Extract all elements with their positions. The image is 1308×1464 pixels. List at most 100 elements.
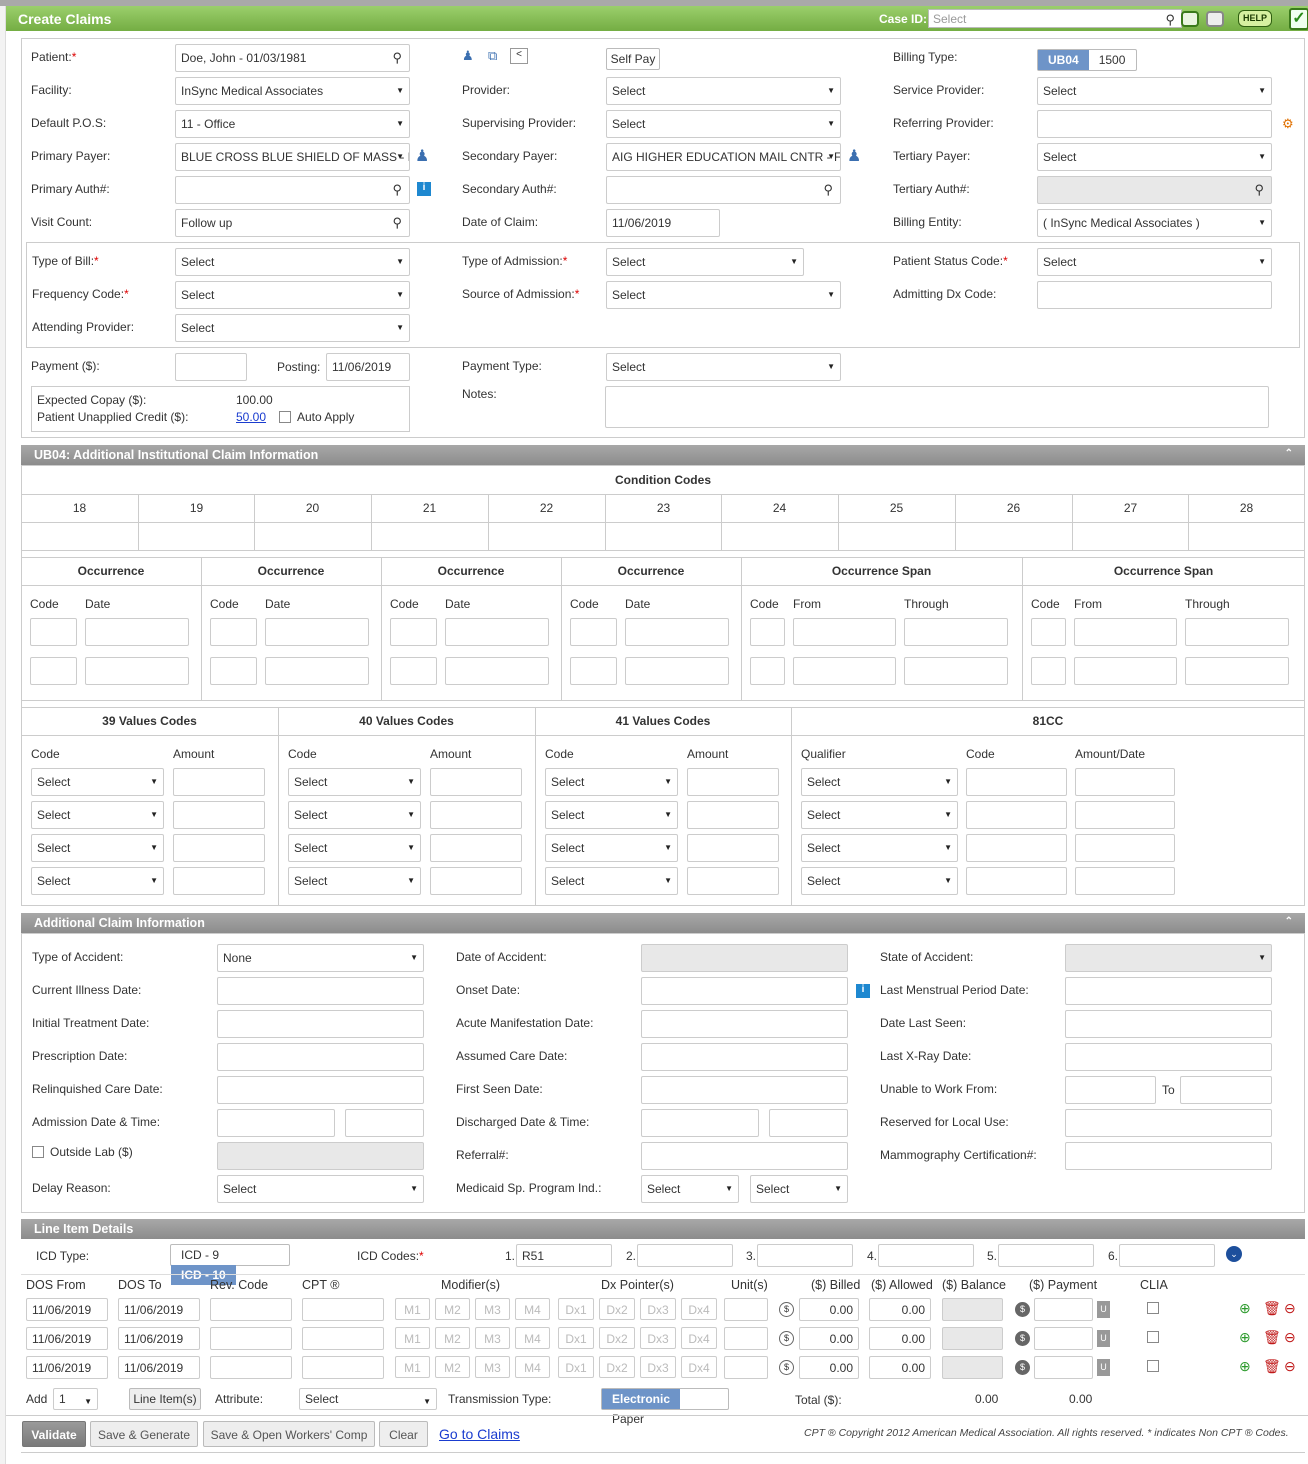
delay-reason-select[interactable]: Select xyxy=(217,1175,424,1203)
medicaid-select-2[interactable]: Select xyxy=(750,1175,848,1203)
add-row-icon[interactable]: ⊕ xyxy=(1239,1329,1251,1345)
occurrence-span-through-input[interactable] xyxy=(904,618,1008,646)
cc81-amount-input[interactable] xyxy=(1075,834,1175,862)
secondary-auth-input[interactable]: ⚲ xyxy=(606,176,841,204)
cc81-code-input[interactable] xyxy=(966,768,1067,796)
value-code-select[interactable]: Select xyxy=(31,768,164,796)
admission-time-input[interactable] xyxy=(345,1109,424,1137)
occurrence-span-code-input[interactable] xyxy=(750,618,785,646)
case-id-input[interactable]: Select ⚲ xyxy=(928,9,1182,28)
line-items-section-header[interactable]: Line Item Details xyxy=(21,1219,1305,1239)
checklist-icon[interactable]: ✓ xyxy=(1289,8,1308,30)
add-line-items-button[interactable]: Line Item(s) xyxy=(129,1388,201,1410)
delete-icon[interactable]: 🗑 xyxy=(1263,1300,1281,1316)
self-pay-button[interactable]: Self Pay xyxy=(606,48,660,70)
notes-icon[interactable] xyxy=(1206,11,1224,27)
frequency-code-select[interactable]: Select xyxy=(175,281,410,309)
validate-button[interactable]: Validate xyxy=(22,1421,86,1447)
date-last-seen-input[interactable] xyxy=(1065,1010,1272,1038)
payment-dollar-icon[interactable]: $ xyxy=(1015,1302,1030,1317)
payer-user-icon[interactable]: ♟ xyxy=(415,148,430,165)
outside-lab-checkbox[interactable] xyxy=(32,1146,44,1158)
clia-checkbox[interactable] xyxy=(1147,1331,1159,1343)
modifier-input[interactable]: M1 xyxy=(395,1327,430,1349)
save-open-workers-comp-button[interactable]: Save & Open Workers' Comp xyxy=(203,1421,375,1447)
billing-ub04-option[interactable]: UB04 xyxy=(1038,50,1089,70)
occurrence-span-through-input[interactable] xyxy=(1185,657,1289,685)
unable-to-work-from-input[interactable] xyxy=(1065,1076,1156,1104)
dx-pointer-input[interactable]: Dx3 xyxy=(640,1298,676,1320)
pos-select[interactable]: 11 - Office xyxy=(175,110,410,138)
admitting-dx-input[interactable] xyxy=(1037,281,1272,309)
value-code-select[interactable]: Select xyxy=(288,867,421,895)
balance-input[interactable] xyxy=(942,1298,1003,1321)
modifier-input[interactable]: M3 xyxy=(475,1298,510,1320)
condition-code-input[interactable] xyxy=(606,523,721,550)
date-of-claim-input[interactable]: 11/06/2019 xyxy=(606,209,720,237)
payment-unapplied-icon[interactable]: U xyxy=(1097,1301,1110,1318)
condition-code-input[interactable] xyxy=(372,523,487,550)
secondary-payer-select[interactable]: AIG HIGHER EDUCATION MAIL CNTR - F xyxy=(606,143,841,171)
attribute-select[interactable]: Select xyxy=(299,1388,437,1410)
occurrence-code-input[interactable] xyxy=(210,618,257,646)
source-of-admission-select[interactable]: Select xyxy=(606,281,841,309)
primary-payer-select[interactable]: BLUE CROSS BLUE SHIELD OF MASS - F xyxy=(175,143,410,171)
value-code-select[interactable]: Select xyxy=(545,834,678,862)
payment-dollar-icon[interactable]: $ xyxy=(1015,1360,1030,1375)
billed-dollar-icon[interactable]: $ xyxy=(779,1360,794,1375)
value-amount-input[interactable] xyxy=(173,801,265,829)
condition-code-input[interactable] xyxy=(255,523,370,550)
tertiary-auth-input[interactable]: ⚲ xyxy=(1037,176,1272,204)
onset-date-input[interactable] xyxy=(641,977,848,1005)
condition-code-input[interactable] xyxy=(1073,523,1188,550)
dx-pointer-input[interactable]: Dx1 xyxy=(558,1298,594,1320)
occurrence-date-input[interactable] xyxy=(265,618,369,646)
dx-pointer-input[interactable]: Dx4 xyxy=(681,1356,717,1378)
rev-code-input[interactable] xyxy=(210,1298,292,1321)
referral-input[interactable] xyxy=(641,1142,848,1170)
tertiary-payer-select[interactable]: Select xyxy=(1037,143,1272,171)
modifier-input[interactable]: M4 xyxy=(515,1327,550,1349)
payment-input[interactable] xyxy=(175,353,247,381)
patient-status-select[interactable]: Select xyxy=(1037,248,1272,276)
type-of-accident-select[interactable]: None xyxy=(217,944,424,972)
payment-unapplied-icon[interactable]: U xyxy=(1097,1330,1110,1347)
unable-to-work-to-input[interactable] xyxy=(1180,1076,1272,1104)
qualifier-select[interactable]: Select xyxy=(801,867,958,895)
delete-icon[interactable]: 🗑 xyxy=(1263,1329,1281,1345)
value-amount-input[interactable] xyxy=(430,834,522,862)
dos-from-input[interactable]: 11/06/2019 xyxy=(26,1327,108,1350)
mammography-input[interactable] xyxy=(1065,1142,1272,1170)
value-amount-input[interactable] xyxy=(173,867,265,895)
clia-checkbox[interactable] xyxy=(1147,1302,1159,1314)
assumed-care-input[interactable] xyxy=(641,1043,848,1071)
unapplied-credit-link[interactable]: 50.00 xyxy=(236,410,267,424)
value-amount-input[interactable] xyxy=(687,801,779,829)
discharged-date-input[interactable] xyxy=(641,1109,759,1137)
allowed-input[interactable]: 0.00 xyxy=(869,1298,931,1321)
occurrence-code-input[interactable] xyxy=(390,618,437,646)
cpt-input[interactable] xyxy=(302,1298,384,1321)
icd-type-toggle[interactable]: ICD - 9 ICD - 10 xyxy=(170,1244,290,1285)
cc81-amount-input[interactable] xyxy=(1075,867,1175,895)
icd-code-input[interactable] xyxy=(757,1244,853,1267)
occurrence-span-code-input[interactable] xyxy=(1031,657,1066,685)
cpt-input[interactable] xyxy=(302,1327,384,1350)
type-of-bill-select[interactable]: Select xyxy=(175,248,410,276)
icd-code-input[interactable] xyxy=(1119,1244,1215,1267)
billed-input[interactable]: 0.00 xyxy=(799,1298,859,1321)
value-code-select[interactable]: Select xyxy=(545,867,678,895)
dx-pointer-input[interactable]: Dx2 xyxy=(599,1356,635,1378)
icd-code-input[interactable]: R51 xyxy=(516,1244,612,1267)
dx-pointer-input[interactable]: Dx3 xyxy=(640,1327,676,1349)
clia-checkbox[interactable] xyxy=(1147,1360,1159,1372)
acute-manifestation-input[interactable] xyxy=(641,1010,848,1038)
ub04-section-header[interactable]: UB04: Additional Institutional Claim Inf… xyxy=(21,445,1305,465)
help-button[interactable]: HELP xyxy=(1238,10,1272,27)
expand-icon[interactable]: ⌄ xyxy=(1226,1246,1242,1262)
icd-code-input[interactable] xyxy=(878,1244,974,1267)
modifier-input[interactable]: M3 xyxy=(475,1356,510,1378)
share-icon[interactable]: < xyxy=(510,48,528,64)
modifier-input[interactable]: M4 xyxy=(515,1356,550,1378)
allowed-input[interactable]: 0.00 xyxy=(869,1356,931,1379)
